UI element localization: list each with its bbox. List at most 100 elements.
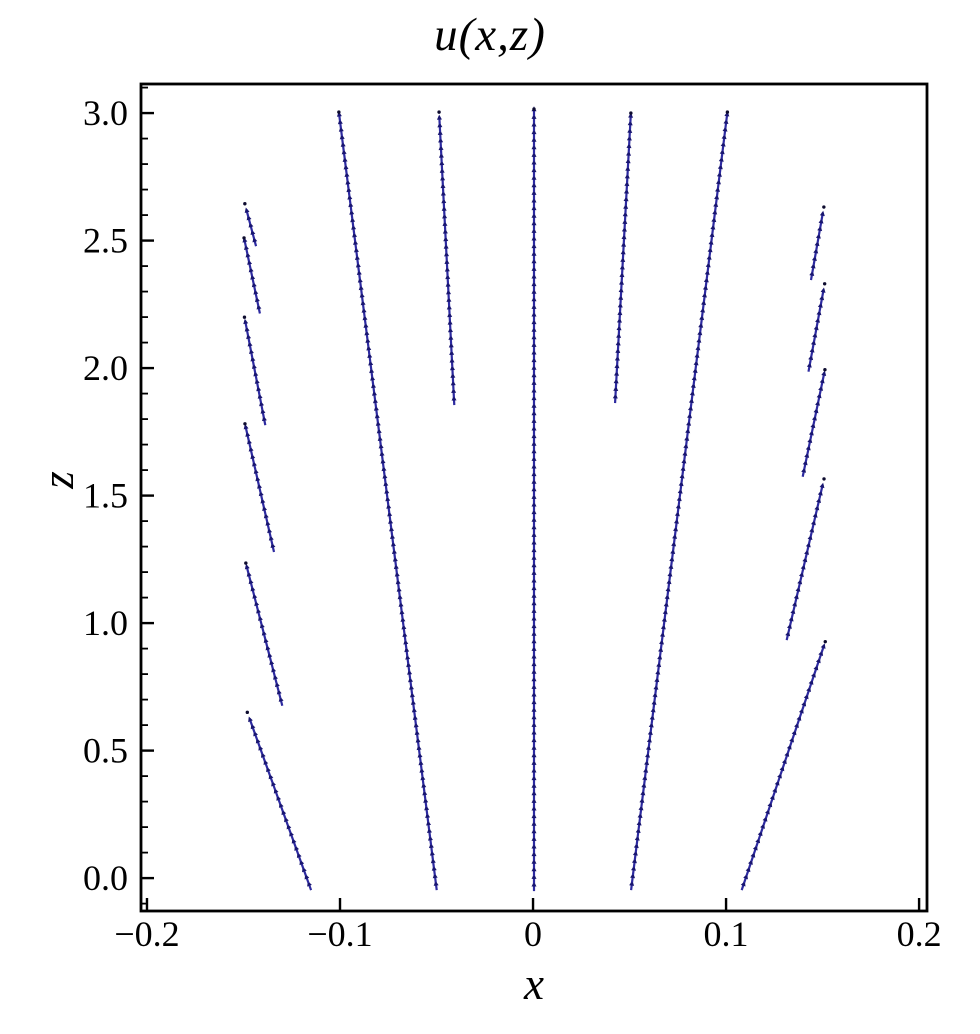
arrow-head — [660, 624, 666, 630]
arrow-head — [531, 144, 537, 150]
arrow-head — [417, 752, 423, 758]
arrow-head — [531, 212, 537, 218]
arrow-head — [447, 319, 453, 325]
arrow-head — [531, 425, 537, 431]
vector-streak — [801, 368, 827, 477]
arrow-head — [641, 782, 647, 788]
arrow-head — [445, 274, 451, 280]
x-axis-label: x — [524, 959, 544, 1009]
vector-streak — [806, 282, 827, 372]
arrow-head — [449, 357, 455, 363]
arrow-head — [531, 828, 537, 834]
arrow-head — [442, 213, 448, 219]
arrow-head — [531, 174, 537, 180]
arrow-head — [531, 364, 537, 370]
arrow-head — [393, 563, 399, 570]
streak-tip-dot — [243, 422, 247, 426]
arrow-head — [675, 503, 681, 509]
arrow-head — [440, 190, 446, 196]
arrow-head — [672, 533, 678, 539]
arrow-head — [419, 767, 425, 773]
arrow-head — [627, 120, 633, 126]
arrow-head — [673, 526, 679, 532]
arrow-head — [374, 413, 380, 419]
arrow-head — [632, 850, 638, 856]
arrow-head — [426, 820, 432, 826]
arrow-head — [671, 541, 677, 547]
arrow-head — [389, 526, 395, 532]
arrow-head — [436, 114, 442, 120]
arrow-head — [531, 539, 537, 545]
arrow-head — [615, 340, 621, 346]
arrow-head — [444, 251, 450, 257]
arrow-head — [397, 594, 403, 600]
arrow-head — [669, 556, 675, 562]
arrow-head — [425, 812, 431, 818]
arrow-head — [448, 342, 454, 348]
streak-tip-dot — [242, 315, 247, 319]
arrow-head — [686, 420, 692, 426]
arrow-head — [531, 820, 537, 826]
arrow-head — [531, 881, 537, 887]
arrow-head — [404, 646, 410, 653]
arrow-head — [531, 592, 537, 598]
arrow-head — [696, 337, 702, 343]
arrow-head — [531, 440, 537, 446]
streak-tip-dot — [337, 110, 341, 114]
arrow-head — [531, 790, 537, 796]
arrow-head — [350, 216, 356, 223]
arrow-head — [351, 224, 357, 230]
arrow-head — [709, 231, 715, 238]
y-axis-label: z — [33, 471, 83, 489]
arrow-head — [531, 433, 537, 439]
arrow-head — [372, 397, 378, 404]
arrow-head — [531, 311, 537, 317]
arrow-head — [449, 365, 455, 371]
arrow-head — [531, 524, 537, 530]
arrow-head — [384, 488, 390, 494]
arrow-head — [375, 420, 381, 426]
arrow-head — [244, 563, 250, 570]
arrow-head — [379, 450, 385, 457]
arrow-head — [531, 547, 537, 553]
arrow-head — [678, 480, 684, 487]
arrow-head — [717, 164, 723, 170]
arrow-head — [668, 563, 674, 570]
vector-streak — [612, 111, 634, 404]
arrow-head — [531, 744, 537, 750]
arrow-head — [655, 669, 661, 675]
arrow-head — [442, 220, 448, 227]
arrow-head — [531, 562, 537, 568]
arrow-head — [369, 367, 375, 374]
arrow-head — [399, 609, 405, 615]
streak-tip-dot — [532, 107, 536, 111]
arrow-head — [451, 387, 457, 394]
arrow-head — [339, 134, 345, 140]
chart-title: u(x,z) — [434, 9, 546, 61]
arrow-head — [348, 201, 354, 208]
streak-tip-dot — [725, 110, 730, 114]
vector-streak — [336, 110, 439, 891]
arrow-head — [430, 857, 436, 864]
arrow-head — [531, 357, 537, 363]
y-axis-ticks: 0.0 0.5 1.0 1.5 2.0 2.5 3.0 — [83, 93, 154, 898]
arrow-head — [531, 873, 537, 879]
arrow-head — [618, 287, 624, 293]
arrow-head — [645, 744, 651, 751]
arrow-head — [531, 676, 537, 682]
arrow-head — [674, 510, 680, 517]
arrow-head — [407, 669, 413, 675]
arrow-head — [531, 455, 537, 461]
arrow-head — [381, 465, 387, 472]
arrow-head — [531, 296, 537, 302]
vector-streak — [531, 106, 537, 892]
arrow-head — [712, 209, 718, 215]
arrow-head — [386, 503, 392, 509]
arrow-head — [612, 393, 618, 399]
vector-streak — [244, 561, 284, 706]
arrow-head — [438, 152, 444, 158]
arrow-head — [451, 395, 457, 401]
arrow-head — [531, 858, 537, 864]
arrow-head — [531, 341, 537, 347]
